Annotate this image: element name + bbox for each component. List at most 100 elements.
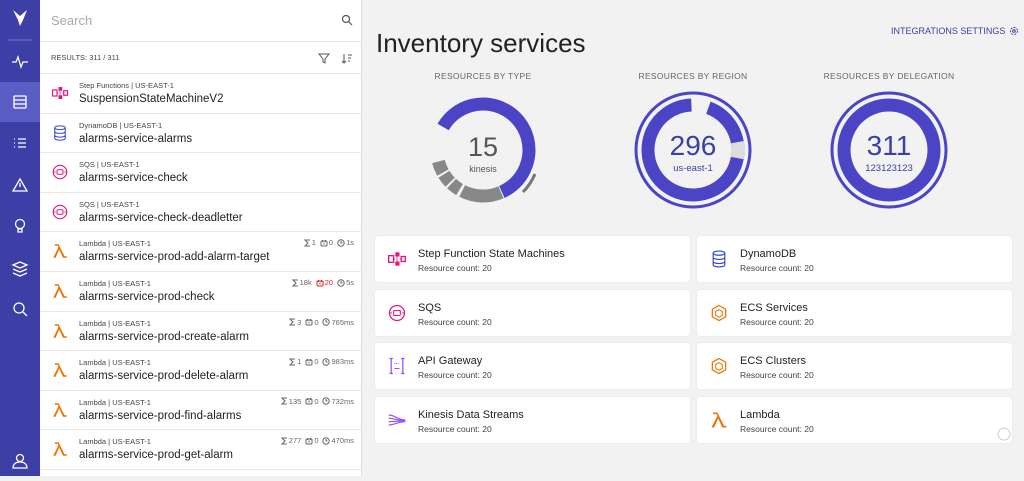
- list-item[interactable]: Lambda | US-EAST-1 alarms-service-prod-fi…: [40, 391, 362, 431]
- card-count: Resource count: 20: [418, 263, 492, 273]
- metric-duration: 732ms: [322, 397, 354, 406]
- item-type: Lambda | US-EAST-1: [79, 279, 151, 288]
- item-name: alarms-service-prod-check: [79, 291, 215, 303]
- item-metrics: 3 0 765ms: [289, 318, 354, 327]
- card-name: DynamoDB: [740, 248, 797, 260]
- service-card[interactable]: SQS Resource count: 20: [375, 289, 690, 336]
- donut-label: us-east-1: [673, 163, 713, 174]
- metric-value: 1: [297, 357, 302, 367]
- filter-icon[interactable]: [318, 53, 330, 64]
- service-icon: [711, 412, 727, 427]
- service-card[interactable]: ECS Services Resource count: 20: [697, 289, 1012, 336]
- list-item[interactable]: Step Functions | US-EAST-1 SuspensionStat…: [40, 74, 362, 114]
- item-metrics: 277 0 470ms: [280, 436, 354, 446]
- list-item[interactable]: Lambda | US-EAST-1 alarms-service-prod-ad…: [40, 232, 362, 272]
- search-icon[interactable]: [341, 14, 353, 26]
- integrations-settings[interactable]: INTEGRATIONS SETTINGS: [891, 26, 1019, 36]
- donut-heading: RESOURCES BY TYPE: [434, 71, 532, 81]
- item-type: Lambda | US-EAST-1: [79, 397, 151, 407]
- service-card[interactable]: ECS Clusters Resource count: 20: [697, 343, 1012, 389]
- list-item[interactable]: SQS | US-EAST-1 alarms-service-check-dead…: [40, 193, 362, 233]
- card-count: Resource count: 20: [418, 423, 492, 434]
- service-card[interactable]: Lambda Resource count: 20: [697, 396, 1012, 443]
- metric-value: 277: [288, 436, 302, 446]
- metric-duration: 983ms: [322, 357, 354, 366]
- metric-duration: 5s: [337, 278, 354, 287]
- item-type: Lambda | US-EAST-1: [79, 358, 151, 368]
- settings-text[interactable]: INTEGRATIONS SETTINGS: [891, 26, 1006, 36]
- service-card[interactable]: Step Function State Machines Resource cou…: [375, 236, 690, 282]
- donut-heading: RESOURCES BY REGION: [638, 71, 748, 81]
- item-name: alarms-service-prod-create-alarm: [79, 330, 249, 343]
- gear-icon[interactable]: [1009, 26, 1019, 36]
- card-count: Resource count: 20: [740, 316, 814, 327]
- metric-errors: 0: [305, 318, 318, 327]
- card-count: Resource count: 20: [418, 370, 492, 380]
- main: Inventory services INTEGRATIONS SETTINGS…: [362, 0, 1024, 476]
- donut-label: 123123123: [865, 163, 913, 174]
- item-name: alarms-service-prod-delete-alarm: [79, 370, 249, 383]
- service-card[interactable]: Kinesis Data Streams Resource count: 20: [375, 396, 690, 443]
- nav-bar: [0, 0, 40, 476]
- card-name: ECS Services: [740, 301, 808, 314]
- list-item[interactable]: DynamoDB | US-EAST-1 alarms-service-alarm…: [40, 114, 362, 154]
- metric-value: 0: [328, 238, 334, 248]
- metric-value: 765ms: [331, 317, 354, 327]
- metric-value: 0: [314, 357, 319, 367]
- card-name: Lambda: [740, 408, 780, 421]
- item-type: Lambda | US-EAST-1: [79, 318, 151, 328]
- service-icon: [389, 357, 405, 375]
- metric-value: 732ms: [331, 396, 354, 406]
- item-name: alarms-service-prod-find-alarms: [79, 409, 242, 422]
- card-name: SQS: [418, 301, 442, 314]
- card-count: Resource count: 20: [740, 263, 814, 273]
- metric-duration: 1s: [337, 238, 354, 247]
- sort-icon[interactable]: [341, 53, 353, 64]
- metric-value: 0: [314, 317, 319, 327]
- metric-invocations: 18k: [291, 278, 312, 287]
- item-metrics: 135 0 732ms: [280, 397, 354, 406]
- donut-value: 15: [467, 132, 499, 162]
- item-metrics: 18k 20 5s: [291, 278, 354, 287]
- metric-errors: 0: [305, 436, 318, 445]
- service-icon: [52, 204, 68, 220]
- page-title: Inventory services: [376, 28, 586, 58]
- service-icon: [53, 442, 67, 457]
- metric-value: 1s: [346, 238, 354, 248]
- card-name: ECS Clusters: [740, 355, 807, 367]
- metric-duration: 470ms: [322, 436, 354, 445]
- list-item[interactable]: Lambda | US-EAST-1 alarms-service-prod-ch…: [40, 272, 362, 312]
- service-card[interactable]: API Gateway Resource count: 20: [375, 343, 690, 389]
- item-metrics: 1 0 1s: [303, 238, 354, 248]
- metric-invocations: 135: [280, 397, 301, 406]
- list-item[interactable]: SQS | US-EAST-1 alarms-service-check: [40, 153, 362, 193]
- item-name: alarms-service-prod-get-alarm: [79, 449, 234, 462]
- item-type: Lambda | US-EAST-1: [79, 437, 151, 447]
- service-card[interactable]: DynamoDB Resource count: 20: [697, 236, 1012, 282]
- metric-invocations: 1: [289, 357, 301, 366]
- metric-value: 18k: [299, 278, 312, 287]
- service-icon: [388, 413, 406, 426]
- service-icon: [53, 363, 67, 377]
- metric-invocations: 1: [303, 238, 316, 248]
- card-name: Kinesis Data Streams: [418, 408, 524, 421]
- service-icon: [711, 357, 727, 375]
- results-count: RESULTS: 311 / 311: [51, 53, 120, 62]
- list-item[interactable]: Lambda | US-EAST-1 alarms-service-prod-ge…: [40, 430, 362, 470]
- service-icon: [711, 304, 727, 321]
- metric-value: 5s: [346, 278, 354, 287]
- item-name: alarms-service-prod-add-alarm-target: [79, 251, 270, 264]
- metric-errors: 0: [320, 238, 333, 247]
- card-name: Step Function State Machines: [418, 248, 565, 260]
- metric-invocations: 3: [289, 318, 301, 327]
- metric-value: 3: [297, 317, 302, 327]
- list-item[interactable]: Lambda | US-EAST-1 alarms-service-prod-cr…: [40, 312, 362, 352]
- list-item[interactable]: Lambda | US-EAST-1 alarms-service-prod-de…: [40, 351, 362, 391]
- metric-value: 1: [311, 238, 316, 248]
- item-metrics: 1 0 983ms: [289, 357, 354, 366]
- scroll-indicator: [997, 427, 1011, 441]
- metric-invocations: 277: [280, 436, 302, 446]
- search-box[interactable]: Search: [40, 0, 362, 42]
- metric-errors: 0: [305, 357, 318, 366]
- service-icon: [53, 323, 67, 338]
